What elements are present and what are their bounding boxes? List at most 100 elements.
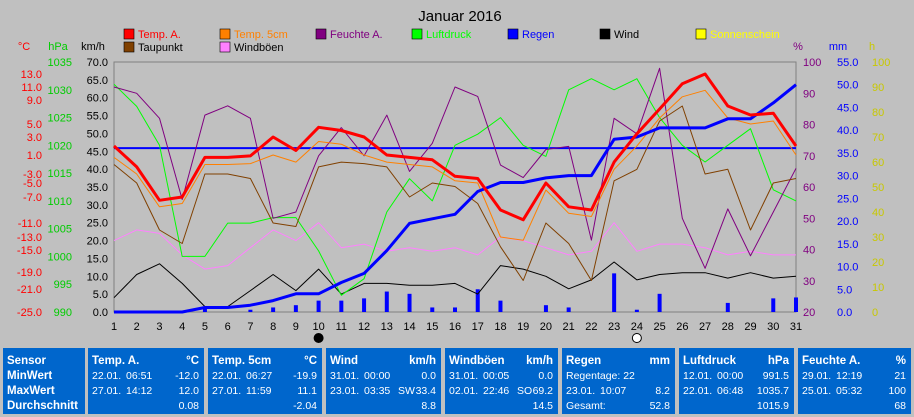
cell-value: 14.5	[532, 400, 553, 412]
rain-bar	[384, 291, 389, 312]
legend-swatch	[695, 28, 707, 40]
tick-percent: 60	[803, 182, 815, 194]
tick-h: 40	[872, 207, 884, 219]
cell-value: 0.0	[421, 370, 436, 382]
tick-celsius: -3.0	[23, 169, 42, 181]
tick-hpa: 1025	[48, 113, 72, 125]
cell-time: 06:51	[126, 370, 153, 382]
stats-table: Sensor MinWert MaxWert Durchschnitt Temp…	[0, 345, 914, 417]
legend-label: Sonnenschein	[710, 29, 780, 41]
tick-celsius: 11.0	[21, 82, 42, 94]
min-row: 29.01. 12:19 21	[802, 370, 906, 384]
cell-time: 00:00	[717, 370, 744, 382]
avg-row: 1015.9	[683, 400, 789, 414]
rain-bar	[612, 273, 617, 312]
x-tick-label: 15	[426, 321, 438, 333]
tick-celsius: -5.0	[23, 178, 42, 190]
panel-unit: °C	[304, 355, 317, 367]
axis-label-percent: %	[793, 41, 803, 53]
min-row: Regentage: 22	[566, 370, 670, 384]
series-line-luftdruck	[113, 78, 797, 296]
tick-mm: 50.0	[837, 80, 858, 92]
legend-label: Regen	[522, 29, 554, 41]
avg-row: -2.04	[212, 400, 317, 414]
max-row: 27.01. 11:59 11.1	[212, 385, 317, 399]
cell-value: 68	[894, 400, 906, 412]
tick-h: 30	[872, 232, 884, 244]
x-tick-label: 9	[293, 321, 299, 333]
cell-time: 12:19	[836, 370, 863, 382]
rain-bar	[498, 300, 503, 312]
tick-percent: 40	[803, 245, 815, 257]
legend-label: Feuchte A.	[330, 29, 383, 41]
row-label-avg: Durchschnitt	[7, 400, 78, 412]
cell-date: 31.01.	[330, 370, 360, 382]
axis-label-celsius: °C	[18, 41, 30, 53]
chart-axes: °C13.011.09.05.03.01.0-3.0-5.0-7.0-11.0-…	[17, 41, 890, 319]
cell-time: 10:07	[600, 385, 627, 397]
tick-percent: 70	[803, 151, 815, 163]
x-tick-label: 22	[585, 321, 597, 333]
cell-value: 1015.9	[756, 400, 789, 412]
min-row: 31.01. 00:00 0.0	[330, 370, 436, 384]
tick-celsius: -21.0	[17, 284, 42, 296]
max-row: 23.01. 03:35 SW 33.4	[330, 385, 436, 399]
x-tick-label: 21	[563, 321, 575, 333]
series-line-temp-a-	[112, 72, 798, 222]
avg-row: 8.8	[330, 400, 436, 414]
tick-h: 80	[872, 107, 884, 119]
tick-mm: 15.0	[837, 239, 858, 251]
panel-head: Feuchte A.	[802, 355, 861, 367]
cell-date: 27.01.	[92, 385, 122, 397]
series-line-windb-en	[113, 222, 796, 270]
panel-head: Temp. 5cm	[212, 355, 272, 367]
tick-percent: 100	[803, 57, 821, 69]
x-tick-label: 16	[449, 321, 461, 333]
cell-value: 1035.7	[756, 385, 789, 397]
rain-bar	[430, 307, 435, 312]
tick-percent: 80	[803, 120, 815, 132]
cell-value: -2.04	[293, 400, 317, 412]
panel-head: Regen	[566, 355, 602, 367]
cell-value: 33.4	[415, 385, 436, 397]
tick-celsius: 1.0	[27, 150, 42, 162]
avg-row: Gesamt: 52.8	[566, 400, 670, 414]
series-lines	[112, 67, 798, 314]
rain-bar	[725, 302, 730, 312]
rain-bar	[543, 305, 548, 312]
cell-time: 14:12	[126, 385, 153, 397]
tick-mm: 30.0	[837, 171, 858, 183]
rain-bar	[657, 293, 662, 312]
tick-celsius: -7.0	[23, 192, 42, 204]
legend-swatch	[219, 41, 231, 53]
chart-title: Januar 2016	[418, 8, 501, 25]
x-tick-label: 8	[270, 321, 276, 333]
cell-date: 29.01.	[802, 370, 832, 382]
x-tick-label: 2	[134, 321, 140, 333]
avg-row: 14.5	[449, 400, 553, 414]
tick-celsius: -11.0	[18, 218, 42, 230]
tick-mm: 10.0	[837, 262, 858, 274]
x-tick-label: 6	[225, 321, 231, 333]
tick-celsius: -19.0	[17, 267, 42, 279]
cell-date: 23.01.	[566, 385, 596, 397]
x-tick-label: 24	[631, 321, 643, 333]
panel-head: Luftdruck	[683, 355, 737, 367]
tick-mm: 35.0	[837, 148, 858, 160]
full-moon-icon	[631, 333, 642, 343]
cell-date: 23.01.	[330, 385, 360, 397]
rain-bar	[316, 300, 321, 312]
cell-time: 22:46	[483, 385, 510, 397]
tick-mm: 45.0	[837, 102, 858, 114]
cell-date: 22.01.	[92, 370, 122, 382]
tick-h: 20	[872, 257, 884, 269]
x-tick-label: 26	[676, 321, 688, 333]
tick-h: 10	[872, 282, 884, 294]
tick-kmh: 40.0	[87, 164, 108, 176]
tick-hpa: 1035	[48, 57, 72, 69]
tick-celsius: -15.0	[17, 245, 42, 257]
cell-time: 00:00	[364, 370, 391, 382]
min-row: 31.01. 00:05 0.0	[449, 370, 553, 384]
x-tick-label: 1	[111, 321, 117, 333]
cell-date: 27.01.	[212, 385, 242, 397]
